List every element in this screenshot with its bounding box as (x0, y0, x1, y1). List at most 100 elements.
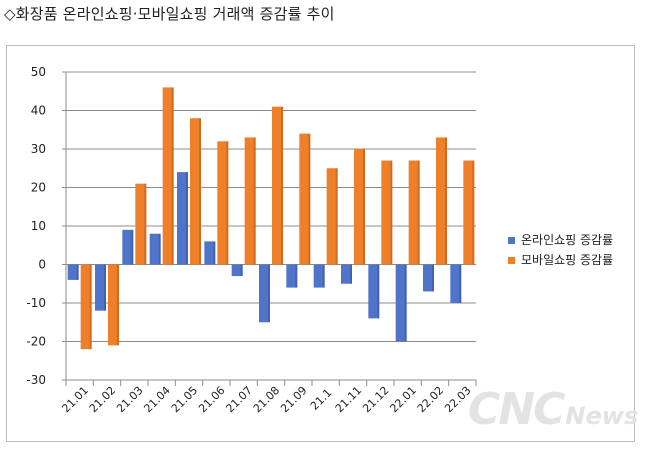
bar-mobile (108, 264, 119, 346)
bar-online (204, 241, 216, 265)
bar-online (313, 264, 325, 288)
x-tick-label: 21.02 (87, 384, 118, 415)
bar-mobile (326, 168, 338, 265)
bar-mobile (436, 137, 447, 265)
bar-online (395, 264, 407, 342)
x-tick-label: 21.04 (141, 384, 172, 415)
bar-online-shade (432, 264, 434, 292)
x-tick-label: 22.02 (415, 384, 446, 415)
bar-mobile-shade (117, 264, 119, 346)
bar-online-shade (404, 264, 407, 342)
bar-online (341, 264, 352, 284)
x-tick-label: 21.09 (278, 384, 309, 415)
bar-mobile-shade (308, 133, 311, 265)
x-tick-label: 21.08 (251, 384, 282, 415)
legend-swatch-online (508, 236, 515, 244)
axes (62, 71, 477, 386)
bar-mobile-shade (144, 183, 147, 265)
bar-online-shade (131, 229, 134, 265)
x-tick-label: 21.11 (333, 384, 364, 415)
bar-mobile (299, 133, 311, 265)
bar-online (450, 264, 462, 303)
bar-mobile (354, 149, 365, 265)
bar-mobile-shade (363, 149, 365, 265)
bar-online-shade (322, 264, 325, 288)
page-title: ◇화장품 온라인쇼핑·모바일쇼핑 거래액 증감률 추이 (4, 5, 335, 23)
bar-mobile (162, 87, 174, 265)
x-tick-label: 21.03 (114, 384, 145, 415)
bar-online (259, 264, 270, 323)
y-tick-label: 0 (38, 258, 46, 272)
y-tick-label: 30 (31, 142, 46, 156)
bar-mobile-shade (253, 137, 256, 265)
y-tick-label: 40 (31, 104, 46, 118)
bar-mobile-shade (199, 118, 201, 265)
gridlines (66, 71, 476, 381)
bar-mobile (272, 106, 283, 265)
bar-online-shade (295, 264, 298, 288)
bar-mobile-shade (89, 264, 92, 350)
bar-online-shade (76, 264, 79, 280)
y-tick-label: 50 (31, 65, 46, 79)
legend-swatch-mobile (508, 256, 515, 264)
bar-online-shade (104, 264, 106, 311)
bar-mobile-shade (281, 106, 283, 265)
bar-online-shade (213, 241, 216, 265)
bar-mobile-shade (417, 160, 420, 265)
bar-online-shade (377, 264, 380, 319)
bar-online-shade (459, 264, 462, 303)
bar-mobile (244, 137, 256, 265)
watermark-news: News (565, 402, 639, 430)
y-tick-label: -10 (26, 296, 46, 310)
bar-online (67, 264, 79, 280)
bar-mobile (190, 118, 201, 265)
watermark-cnc: CNC (468, 384, 565, 435)
x-tick-label: 21.12 (360, 384, 391, 415)
y-tick-label: 20 (31, 181, 46, 195)
cncnews-watermark-logo: CNCNews (468, 384, 638, 440)
bar-online-shade (186, 172, 188, 265)
x-tick-labels: 21.0121.0221.0321.0421.0521.0621.0721.08… (59, 384, 473, 415)
x-tick-label: 21.01 (59, 384, 90, 415)
bar-online-shade (268, 264, 270, 323)
bar-mobile-shade (472, 160, 475, 265)
x-tick-label: 21.05 (169, 384, 200, 415)
bar-online (95, 264, 106, 311)
bar-online-shade (158, 233, 161, 265)
legend: 온라인쇼핑 증감률 모바일쇼핑 증감률 (508, 230, 613, 270)
y-tick-labels: 50 40 30 20 10 0 -10 -20 -30 (26, 65, 46, 387)
legend-item-online: 온라인쇼핑 증감률 (508, 230, 613, 250)
y-tick-label: -30 (26, 373, 46, 387)
bar-mobile-shade (171, 87, 174, 265)
bar-online (286, 264, 298, 288)
bar-mobile-shade (445, 137, 447, 265)
bar-online (368, 264, 380, 319)
bar-mobile (408, 160, 420, 265)
bar-online (177, 172, 188, 265)
x-tick-label: 21.06 (196, 384, 227, 415)
y-tick-label: 10 (31, 219, 46, 233)
x-tick-label: 21.07 (223, 384, 254, 415)
bar-mobile (80, 264, 92, 350)
x-tick-label: 22.01 (387, 384, 418, 415)
legend-label-mobile: 모바일쇼핑 증감률 (521, 253, 614, 267)
bar-online-shade (350, 264, 352, 284)
bar-mobile-shade (390, 160, 393, 265)
bar-mobile (217, 141, 229, 265)
bar-online (231, 264, 243, 277)
x-tick-label: 21.1 (308, 386, 335, 413)
legend-label-online: 온라인쇼핑 증감률 (521, 233, 614, 247)
chart-area (6, 45, 635, 442)
bar-online (149, 233, 161, 265)
bar-mobile-shade (226, 141, 229, 265)
bar-online (423, 264, 434, 292)
y-tick-label: -20 (26, 335, 46, 349)
bar-online-shade (240, 264, 243, 277)
bar-mobile (135, 183, 147, 265)
legend-item-mobile: 모바일쇼핑 증감률 (508, 250, 613, 270)
bar-mobile (463, 160, 475, 265)
bar-mobile-shade (335, 168, 338, 265)
bar-online (122, 229, 134, 265)
bars (67, 87, 475, 350)
